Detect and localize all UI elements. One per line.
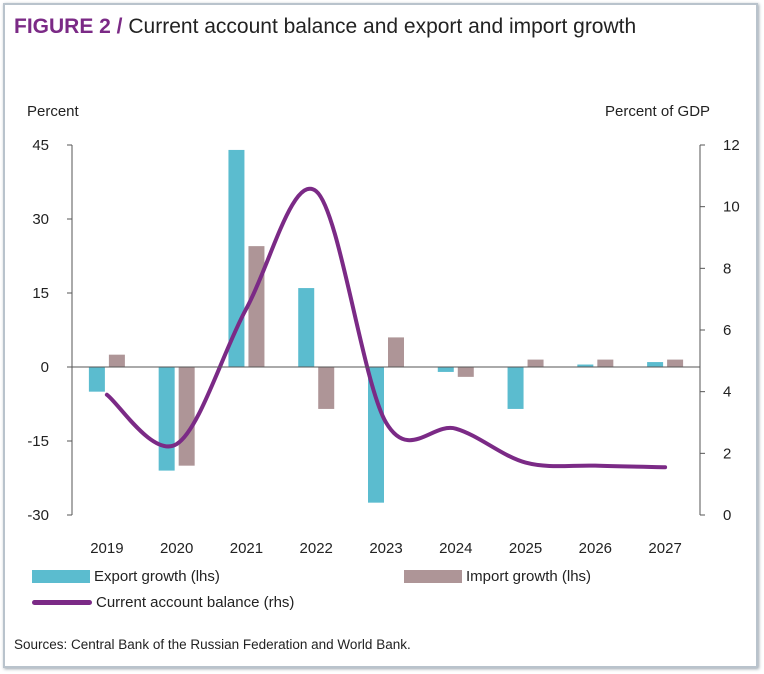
import-bar xyxy=(178,367,195,466)
x-tick-label: 2019 xyxy=(90,540,123,557)
left-tick-label: -30 xyxy=(27,507,49,524)
x-tick-label: 2020 xyxy=(160,540,193,557)
legend-export-swatch xyxy=(32,570,90,583)
right-tick-label: 10 xyxy=(723,199,740,216)
left-tick-label: 0 xyxy=(41,359,49,376)
legend-line: Current account balance (rhs) xyxy=(32,594,294,611)
export-bar xyxy=(298,288,315,367)
import-bar xyxy=(527,359,544,367)
legend-import-label: Import growth (lhs) xyxy=(466,568,592,585)
legend-export-label: Export growth (lhs) xyxy=(94,568,220,585)
right-tick-label: 2 xyxy=(723,445,731,462)
export-bar xyxy=(577,364,594,367)
figure-title: FIGURE 2 / Current account balance and e… xyxy=(14,12,714,41)
right-tick-label: 0 xyxy=(723,507,731,524)
right-tick-label: 12 xyxy=(723,137,740,154)
import-bar xyxy=(388,337,404,367)
left-tick-label: 15 xyxy=(32,285,49,302)
export-bar xyxy=(647,362,664,367)
left-axis-title: Percent xyxy=(27,103,79,120)
source-note: Sources: Central Bank of the Russian Fed… xyxy=(14,637,411,652)
figure-tag: FIGURE 2 / xyxy=(14,15,123,38)
x-tick-label: 2021 xyxy=(230,540,263,557)
import-bar xyxy=(457,367,474,377)
legend-import: Import growth (lhs) xyxy=(404,568,591,585)
export-bar xyxy=(88,367,105,392)
export-bar xyxy=(228,149,245,367)
export-bar xyxy=(158,367,175,471)
x-tick-label: 2025 xyxy=(509,540,542,557)
export-bar xyxy=(437,367,454,372)
import-bar xyxy=(597,359,614,367)
right-axis-title: Percent of GDP xyxy=(605,103,711,120)
x-tick-label: 2027 xyxy=(648,540,681,557)
export-bar xyxy=(368,367,384,503)
x-tick-label: 2026 xyxy=(579,540,612,557)
left-tick-label: 45 xyxy=(32,137,49,154)
export-bar xyxy=(507,367,524,409)
legend-import-swatch xyxy=(404,570,462,583)
legend-export: Export growth (lhs) xyxy=(32,568,220,585)
left-tick-label: -15 xyxy=(27,433,49,450)
right-tick-label: 4 xyxy=(723,384,731,401)
x-tick-label: 2023 xyxy=(369,540,402,557)
figure-frame xyxy=(3,3,758,668)
legend-line-swatch xyxy=(32,600,92,605)
import-bar xyxy=(108,354,125,367)
import-bar xyxy=(318,367,335,409)
current-account-line xyxy=(104,186,668,470)
left-tick-label: 30 xyxy=(32,211,49,228)
right-tick-label: 6 xyxy=(723,322,731,339)
x-tick-label: 2024 xyxy=(439,540,472,557)
legend-line-label: Current account balance (rhs) xyxy=(96,594,295,611)
import-bar xyxy=(248,246,265,367)
import-bar xyxy=(667,359,684,367)
right-tick-label: 8 xyxy=(723,260,731,277)
x-tick-label: 2022 xyxy=(300,540,333,557)
figure-title-text: Current account balance and export and i… xyxy=(128,15,637,38)
